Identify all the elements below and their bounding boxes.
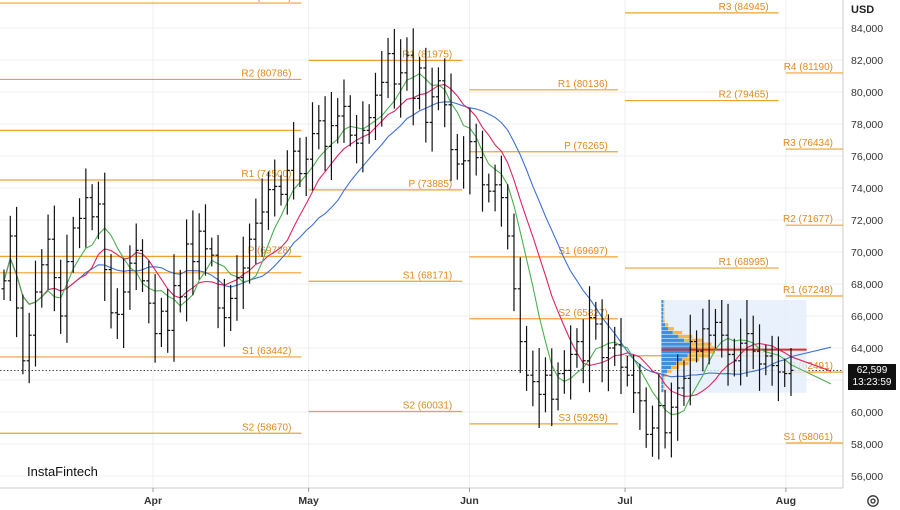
pivot-level-label: S2 (65827) xyxy=(558,308,607,319)
y-tick-label: 76,000 xyxy=(851,151,883,163)
pivot-levels: R3 (85558) R2 (80786) R1 (74500) P (69728) S… xyxy=(0,0,843,444)
pivot-level-label: S1 (58061) xyxy=(784,432,833,443)
y-tick-label: 84,000 xyxy=(851,23,883,35)
pivot-level-label: R2 (80786) xyxy=(241,68,291,79)
volume-profile-bar-sell xyxy=(663,319,665,323)
y-tick-label: 68,000 xyxy=(851,279,883,291)
y-tick-label: 64,000 xyxy=(851,343,883,355)
pivot-level-label: P (76265) xyxy=(564,141,608,152)
volume-profile-bar-sell xyxy=(667,369,672,373)
volume-profile-bar-sell xyxy=(687,354,709,358)
pivot-level-label: P (69728) xyxy=(248,245,292,256)
price-axis[interactable]: 84,000 82,000 80,000 78,000 76,000 74,000 72,0… xyxy=(851,23,883,483)
volume-profile-bar-sell xyxy=(668,327,674,331)
pivot-level-label: R1 (74500) xyxy=(241,169,291,180)
volume-profile-bar-sell xyxy=(663,385,665,389)
pivot-level-label: S1 (69697) xyxy=(558,246,607,257)
volume-profile-bar-sell xyxy=(663,311,665,315)
x-tick-label: Apr xyxy=(144,495,162,507)
volume-profile-bar-buy xyxy=(661,323,666,327)
y-tick-label: 70,000 xyxy=(851,247,883,259)
chart-grid xyxy=(0,0,844,489)
pivot-level-label: R1 (80136) xyxy=(558,79,608,90)
volume-profile-bar-buy xyxy=(661,300,664,304)
pivot-level-label: S2 (58670) xyxy=(242,422,291,433)
time-axis[interactable]: Apr May Jun Jul Aug xyxy=(144,488,796,507)
volume-profile-bar-buy xyxy=(661,354,688,358)
volume-profile-bar-sell xyxy=(678,334,693,339)
volume-profile-bar-buy xyxy=(661,350,691,354)
volume-profile-bar-buy xyxy=(661,373,665,377)
volume-profile-bar-buy xyxy=(661,303,664,308)
volume-profile-bar-buy xyxy=(661,346,692,350)
candles xyxy=(1,28,794,460)
settings-gear-icon[interactable] xyxy=(866,494,880,508)
volume-profile-bar-buy xyxy=(661,342,689,346)
volume-profile-bar-sell xyxy=(663,300,665,304)
volume-profile-bar-buy xyxy=(661,327,669,331)
volume-profile-bar-sell xyxy=(663,315,665,319)
volume-profile-bar-buy xyxy=(661,330,673,335)
volume-profile-bar-sell xyxy=(691,346,717,350)
y-tick-label: 72,000 xyxy=(851,215,883,227)
volume-profile-bar-buy xyxy=(661,311,664,315)
pivot-level-label: S1 (68171) xyxy=(403,270,452,281)
pivot-level-label: R3 (85558) xyxy=(241,0,291,3)
volume-profile-bar-sell xyxy=(672,330,683,335)
pivot-level-label: S2 (60031) xyxy=(403,401,452,412)
volume-profile-bar-buy xyxy=(661,388,664,393)
x-tick-label: Jul xyxy=(617,495,632,507)
y-tick-label: 58,000 xyxy=(851,439,883,451)
volume-profile-bar-sell xyxy=(665,323,669,327)
currency-selector[interactable]: USD xyxy=(851,4,875,16)
volume-profile-bar-sell xyxy=(663,303,665,308)
y-tick-label: 80,000 xyxy=(851,87,883,99)
volume-profile-bar-sell xyxy=(663,388,665,393)
pivot-level-label: R2 (79465) xyxy=(719,90,769,101)
volume-profile-bar-buy xyxy=(661,358,683,362)
volume-profile-bar-sell xyxy=(684,338,703,342)
pivot-level-label: R1 (81975) xyxy=(402,49,452,60)
pivot-level-label: R2 (71677) xyxy=(783,214,833,225)
pivot-level-label: P (73885) xyxy=(409,179,453,190)
volume-profile-bar-sell xyxy=(663,307,665,311)
volume-profile-bar-buy xyxy=(661,365,672,369)
volume-profile-bar-sell xyxy=(676,361,689,366)
volume-profile-bar-buy xyxy=(661,315,664,319)
y-tick-label: 60,000 xyxy=(851,407,883,419)
candle-countdown: 13:23:59 xyxy=(852,377,892,388)
pivot-level-label: S1 (63442) xyxy=(242,346,291,357)
y-tick-label: 74,000 xyxy=(851,183,883,195)
volume-profile-bar-sell xyxy=(663,377,665,381)
volume-profile-bar-buy xyxy=(661,338,685,342)
volume-profile-bar-buy xyxy=(661,307,664,311)
pivot-level-label: P (62491) xyxy=(789,361,833,372)
brand-logo: InstaFintech xyxy=(27,464,98,479)
volume-profile-bar-buy xyxy=(661,361,677,366)
volume-profile-bar-buy xyxy=(661,385,664,389)
y-tick-label: 66,000 xyxy=(851,311,883,323)
y-tick-label: 56,000 xyxy=(851,471,883,483)
x-tick-label: Aug xyxy=(776,495,796,507)
volume-profile-bar-sell xyxy=(688,342,712,346)
y-tick-label: 82,000 xyxy=(851,55,883,67)
pivot-level-label: R3 (84945) xyxy=(719,2,769,13)
x-tick-label: May xyxy=(298,495,319,507)
volume-profile-bar-sell xyxy=(671,365,680,369)
pivot-level-label: S3 (59259) xyxy=(558,413,607,424)
last-price-value: 62,599 xyxy=(856,365,888,376)
pivot-level-label: R1 (67248) xyxy=(783,285,833,296)
last-price-badge: 62,599 13:23:59 xyxy=(848,364,896,390)
pivot-level-label: R3 (76434) xyxy=(783,138,833,149)
volume-profile-bar-buy xyxy=(661,381,664,385)
x-tick-label: Jun xyxy=(460,495,479,507)
pivot-level-label: R4 (81190) xyxy=(784,62,833,73)
volume-profile-bar-buy xyxy=(661,369,668,373)
volume-profile-bar-buy xyxy=(661,319,664,323)
pivot-level-label: R1 (68995) xyxy=(719,257,769,268)
volume-profile-bar-buy xyxy=(661,334,679,339)
y-tick-label: 78,000 xyxy=(851,119,883,131)
